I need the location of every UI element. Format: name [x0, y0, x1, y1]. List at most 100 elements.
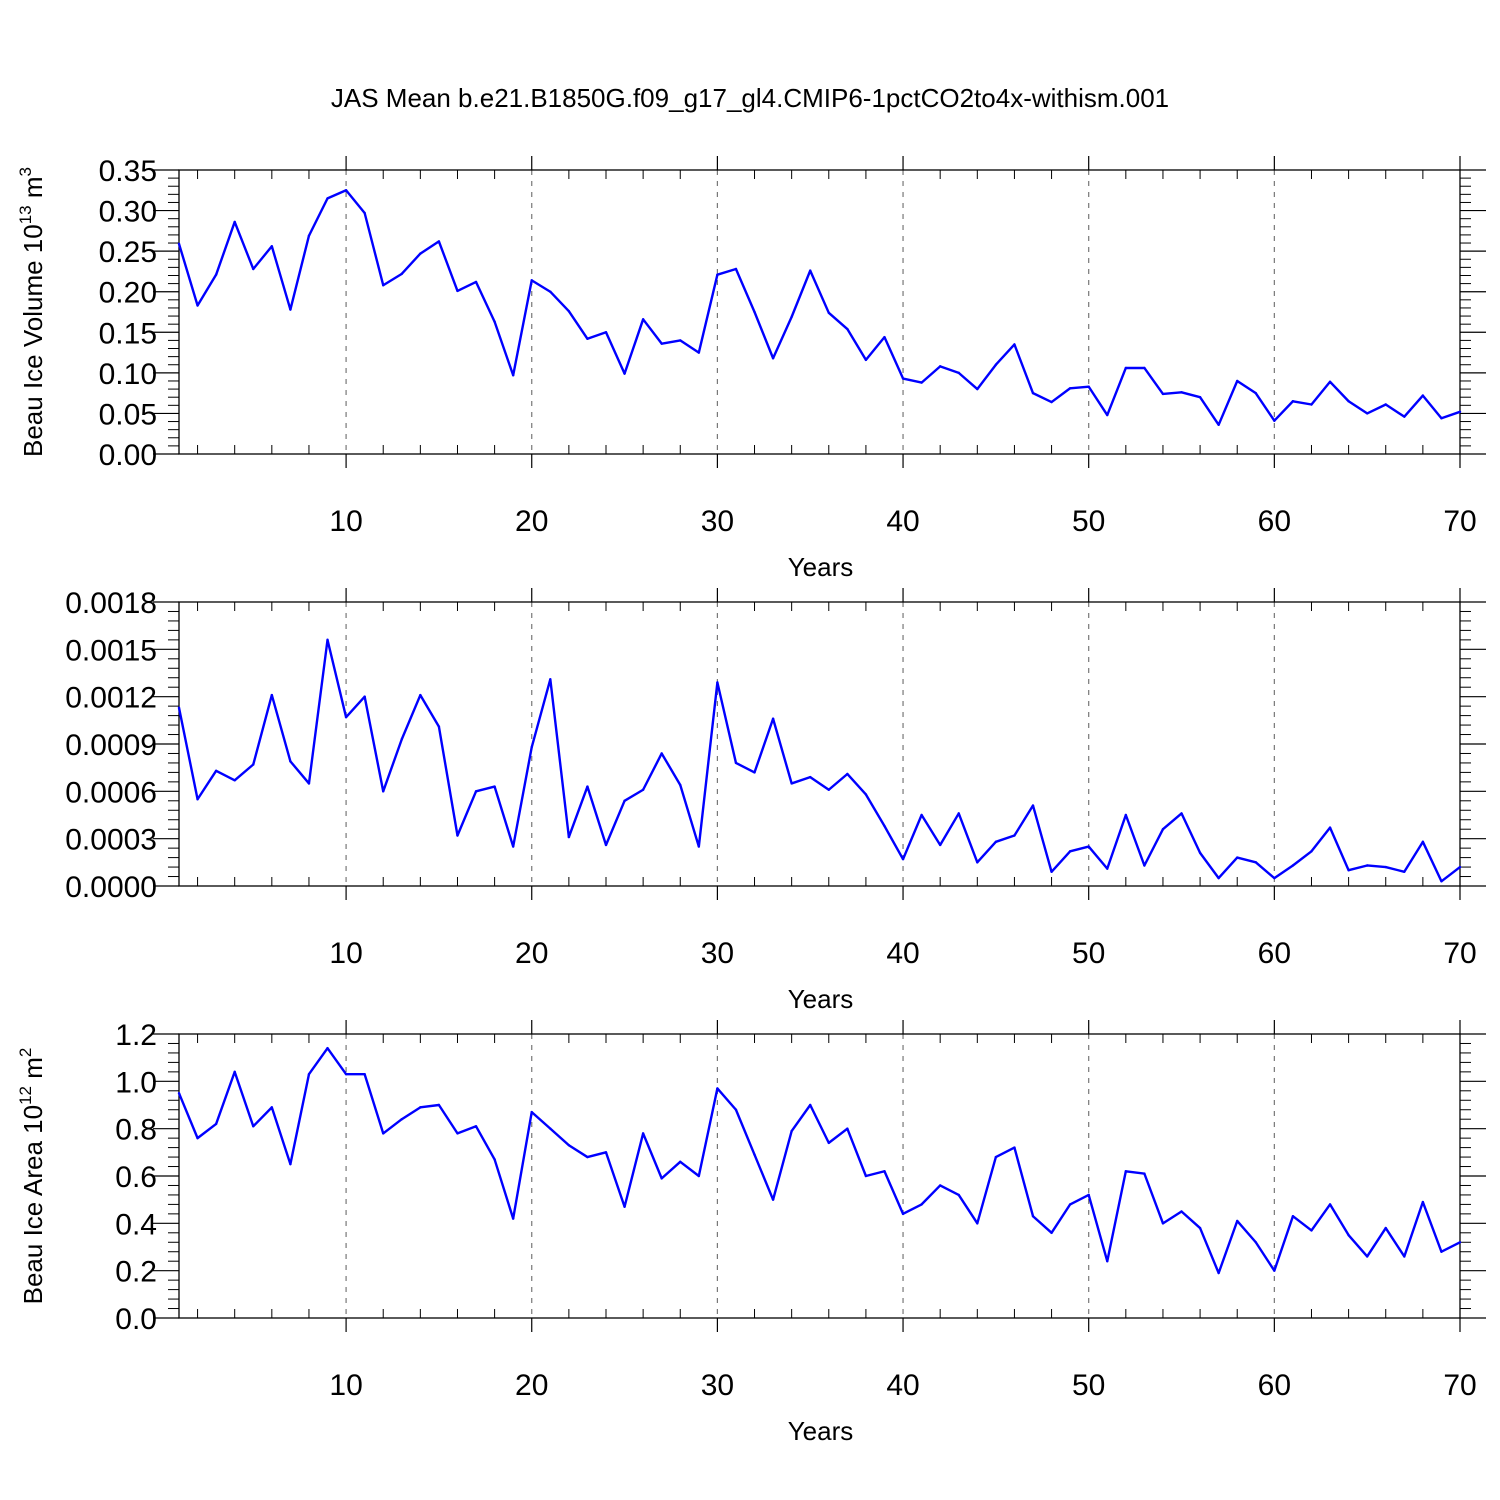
data-point [901, 1212, 905, 1216]
data-point [1198, 851, 1202, 855]
x-tick-label: 40 [886, 937, 919, 970]
data-point [1050, 1231, 1053, 1235]
data-point [1031, 804, 1035, 807]
data-point [233, 1070, 236, 1074]
data-point [382, 1132, 385, 1135]
data-point [474, 790, 478, 793]
data-point [233, 220, 236, 224]
data-point [177, 242, 181, 246]
y-tick-label: 0.6 [115, 1161, 157, 1194]
data-point [938, 1184, 942, 1187]
data-point [846, 772, 849, 776]
data-point [530, 279, 533, 282]
y-tick-label: 1.2 [115, 1019, 157, 1052]
data-point [1087, 1193, 1090, 1197]
data-point [827, 1141, 830, 1145]
data-point [1291, 400, 1295, 403]
data-point [604, 1151, 608, 1154]
data-point [1328, 826, 1332, 829]
data-point [196, 1136, 199, 1140]
data-point [1217, 876, 1220, 880]
data-point [307, 234, 311, 237]
data-point [883, 335, 886, 339]
data-point [289, 308, 292, 311]
x-axis-title: Years [788, 1416, 854, 1446]
data-point [177, 1091, 181, 1095]
data-point [1143, 864, 1146, 867]
data-point [1106, 1260, 1109, 1263]
data-point [1310, 850, 1313, 853]
data-point [1198, 396, 1202, 399]
data-point [734, 267, 738, 271]
data-point [827, 311, 830, 315]
data-point [1236, 379, 1239, 383]
data-point [920, 381, 923, 384]
data-point [660, 342, 663, 345]
data-point [771, 357, 775, 360]
data-point [1106, 413, 1109, 417]
data-point [307, 1073, 311, 1076]
y-tick-label: 0.30 [99, 196, 157, 229]
data-point [734, 761, 738, 765]
data-point [549, 290, 552, 293]
data-point [1273, 419, 1276, 422]
data-point [270, 1106, 274, 1109]
chart-panel-2: 10 20 30 40 50 60 70 0.0000 0.0003 0.0006 0.0009 0.… [65, 587, 1486, 1014]
x-tick-label: 20 [515, 1369, 548, 1402]
data-point [604, 331, 608, 334]
data-point [976, 861, 979, 864]
data-point [771, 1198, 775, 1201]
series-line [177, 1046, 1461, 1275]
data-point [1161, 1222, 1165, 1225]
data-point [1031, 391, 1035, 395]
data-point [437, 240, 441, 243]
data-point [957, 1193, 960, 1197]
y-tick-label: 0.0018 [65, 587, 157, 620]
x-tick-label: 70 [1443, 937, 1476, 970]
data-point [233, 779, 236, 782]
data-point [1310, 1229, 1313, 1232]
data-point [1050, 870, 1053, 873]
data-point [344, 189, 348, 192]
data-point [1328, 380, 1332, 383]
data-point [474, 1125, 478, 1128]
data-point [846, 327, 849, 331]
x-axis-title: Years [788, 552, 854, 582]
data-point [938, 365, 942, 368]
data-point [1161, 828, 1165, 831]
data-point [1365, 412, 1369, 415]
data-point [567, 309, 571, 313]
series-line [177, 638, 1461, 883]
data-point [1068, 850, 1072, 853]
data-point [697, 351, 701, 354]
data-point [474, 280, 478, 284]
chart-panel-3: 10 20 30 40 50 60 70 0.0 0.2 0.4 0.6 0.8 1.0 1.2 Years… [16, 1019, 1486, 1446]
data-point [994, 1155, 998, 1159]
data-point [419, 693, 422, 697]
data-point [1365, 1255, 1369, 1258]
data-point [400, 1118, 403, 1121]
y-tick-label: 0.0006 [65, 776, 157, 809]
data-point [734, 1108, 738, 1111]
x-tick-label: 60 [1258, 505, 1291, 538]
y-tick-label: 0.0003 [65, 824, 157, 857]
x-tick-label: 10 [329, 937, 362, 970]
data-point [1421, 1200, 1425, 1204]
y-tick-label: 0.00 [99, 439, 157, 472]
data-point [1180, 1210, 1183, 1213]
data-point [1217, 1271, 1220, 1275]
data-point [1273, 1269, 1276, 1272]
data-point [1347, 1233, 1350, 1237]
data-point [252, 1125, 255, 1128]
data-point [1440, 1250, 1443, 1253]
data-point [567, 1144, 571, 1147]
x-tick-label: 10 [329, 1369, 362, 1402]
data-point [567, 835, 571, 839]
data-point [549, 678, 552, 681]
chart-panel-1: 10 20 30 40 50 60 70 0.00 0.05 0.10 0.15 0.20 0.25 0.… [16, 155, 1486, 582]
data-point [1254, 1241, 1257, 1244]
data-point [270, 245, 274, 248]
data-point [1217, 423, 1220, 426]
series-line [177, 189, 1461, 426]
data-point [1180, 812, 1183, 815]
